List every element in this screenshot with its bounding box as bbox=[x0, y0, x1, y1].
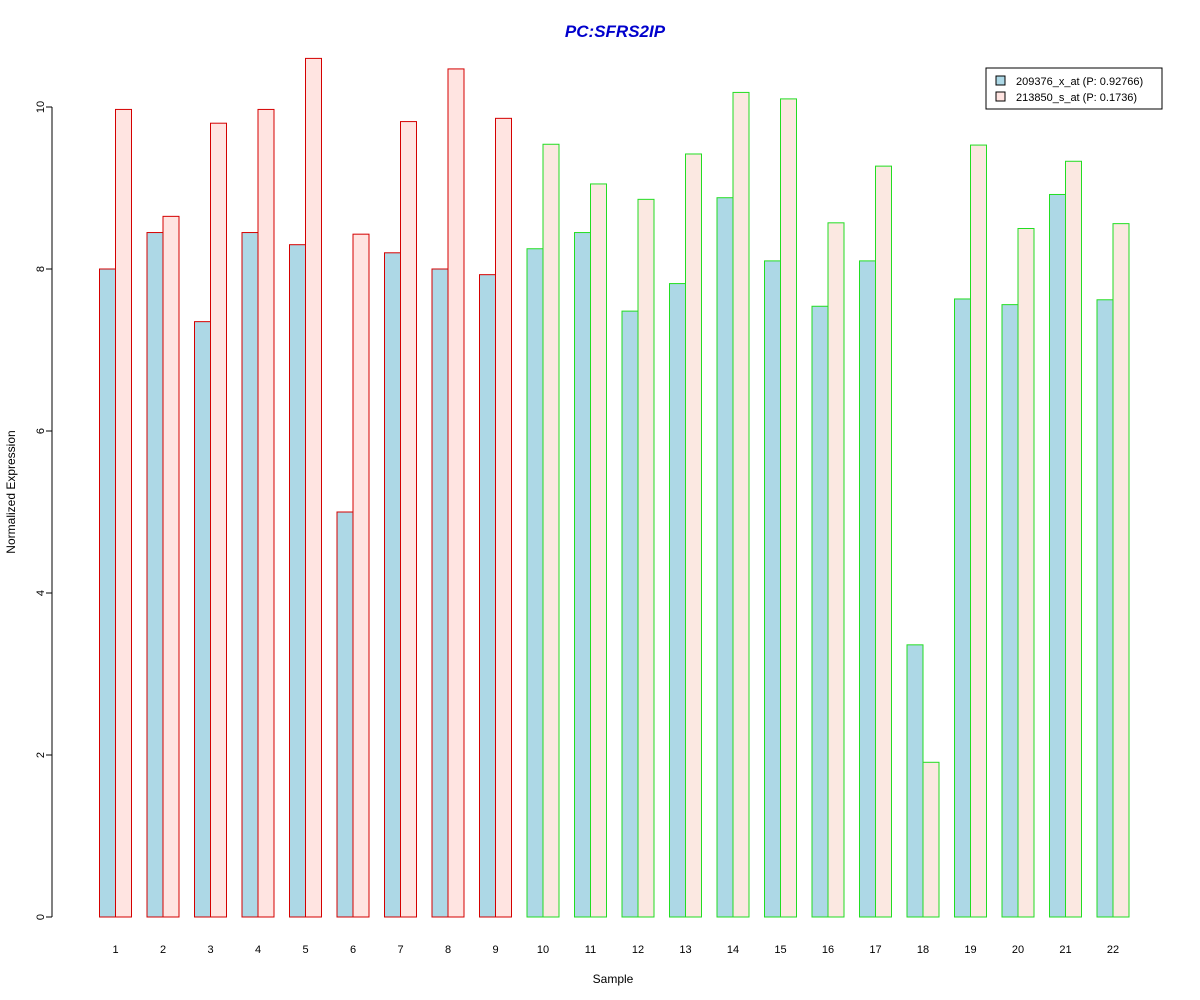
bar-series-2-sample-14 bbox=[732, 91, 750, 918]
legend-swatch-series-2 bbox=[995, 91, 1006, 102]
y-axis-title: Normalized Expression bbox=[4, 430, 18, 553]
x-tick-label-6: 6 bbox=[350, 944, 356, 956]
x-tick-label-13: 13 bbox=[679, 944, 691, 956]
x-tick-label-8: 8 bbox=[445, 944, 451, 956]
bar-series-2-sample-9 bbox=[495, 117, 512, 918]
y-axis: 0 2 4 6 8 10 bbox=[35, 101, 53, 920]
x-tick-label-3: 3 bbox=[207, 944, 213, 956]
bar-series-1-sample-4 bbox=[241, 232, 259, 918]
x-tick-label-20: 20 bbox=[1012, 944, 1024, 956]
bar-series-1-sample-20 bbox=[1001, 304, 1019, 918]
bar-series-1-sample-12 bbox=[621, 310, 639, 918]
y-tick-label-10: 10 bbox=[35, 101, 47, 113]
y-tick-label-0: 0 bbox=[35, 914, 47, 920]
bar-series-2-sample-19 bbox=[970, 144, 987, 918]
bar-series-2-sample-5 bbox=[305, 57, 322, 918]
bar-series-1-sample-10 bbox=[526, 248, 544, 918]
bar-series-1-sample-18 bbox=[906, 644, 924, 918]
bar-series-2-sample-1 bbox=[115, 108, 132, 918]
x-tick-label-5: 5 bbox=[302, 944, 308, 956]
bar-series-1-sample-19 bbox=[954, 298, 971, 918]
x-axis-ticks: 1 2 3 4 5 6 7 8 9 10 11 12 13 14 15 16 17 18 19 20 21 22 bbox=[112, 944, 1119, 956]
x-tick-label-22: 22 bbox=[1107, 944, 1119, 956]
bar-series-2-sample-16 bbox=[827, 222, 845, 918]
bar-series-1-sample-1 bbox=[99, 268, 116, 918]
bar-series-1-sample-8 bbox=[431, 268, 449, 918]
y-tick-label-2: 2 bbox=[35, 752, 47, 758]
legend-label-series-2: 213850_s_at (P: 0.1736) bbox=[1016, 92, 1137, 104]
bar-series-1-sample-5 bbox=[289, 244, 306, 918]
bar-series-2-sample-2 bbox=[162, 215, 180, 918]
bar-series-1-sample-11 bbox=[574, 232, 591, 918]
bar-series-1-sample-2 bbox=[146, 232, 164, 918]
x-tick-label-17: 17 bbox=[869, 944, 881, 956]
bar-series-2-sample-20 bbox=[1017, 228, 1035, 918]
bar-series-2-sample-18 bbox=[922, 761, 940, 918]
x-tick-label-11: 11 bbox=[585, 944, 596, 956]
legend-box bbox=[985, 67, 1163, 110]
bar-series-1-sample-14 bbox=[716, 197, 734, 918]
y-tick-label-8: 8 bbox=[35, 266, 47, 272]
x-tick-label-1: 1 bbox=[112, 944, 118, 956]
x-tick-label-18: 18 bbox=[917, 944, 929, 956]
bar-series-2-sample-17 bbox=[875, 165, 892, 918]
legend-swatch-series-1 bbox=[995, 75, 1006, 86]
bar-series-2-sample-12 bbox=[637, 198, 655, 918]
bar-series-1-sample-15 bbox=[764, 260, 781, 918]
bar-series-1-sample-16 bbox=[811, 305, 829, 918]
bar-series-2-sample-10 bbox=[542, 143, 560, 918]
legend: 209376_x_at (P: 0.92766) 213850_s_at (P:… bbox=[985, 67, 1163, 110]
bar-series-1-sample-17 bbox=[859, 260, 876, 918]
x-tick-label-14: 14 bbox=[727, 944, 739, 956]
bar-series-2-sample-3 bbox=[210, 122, 227, 918]
x-tick-label-9: 9 bbox=[492, 944, 498, 956]
bar-series-2-sample-11 bbox=[590, 183, 607, 918]
x-tick-label-16: 16 bbox=[822, 944, 834, 956]
x-tick-label-10: 10 bbox=[537, 944, 549, 956]
bar-series-1-sample-9 bbox=[479, 274, 496, 918]
x-tick-label-12: 12 bbox=[632, 944, 644, 956]
x-axis-title: Sample bbox=[593, 972, 634, 986]
bar-series-2-sample-7 bbox=[400, 121, 417, 918]
x-tick-label-21: 21 bbox=[1059, 944, 1071, 956]
bar-series-2-sample-21 bbox=[1065, 160, 1082, 918]
bar-series-2-sample-15 bbox=[780, 98, 797, 918]
bar-series-2-sample-8 bbox=[447, 68, 465, 918]
bar-series-2-sample-13 bbox=[685, 153, 702, 918]
bar-series-2-sample-22 bbox=[1112, 223, 1130, 918]
x-tick-label-4: 4 bbox=[255, 944, 261, 956]
bar-series-1-sample-13 bbox=[669, 283, 686, 918]
chart-title: PC:SFRS2IP bbox=[565, 22, 666, 41]
x-tick-label-2: 2 bbox=[160, 944, 166, 956]
y-tick-label-6: 6 bbox=[35, 428, 47, 434]
bar-series-1-sample-22 bbox=[1096, 299, 1114, 918]
y-tick-label-4: 4 bbox=[35, 590, 47, 596]
bar-series-1-sample-21 bbox=[1049, 193, 1066, 918]
bar-series-1-sample-7 bbox=[384, 252, 401, 918]
bar-series-1-sample-3 bbox=[194, 321, 211, 918]
legend-label-series-1: 209376_x_at (P: 0.92766) bbox=[1016, 76, 1143, 88]
bar-series-2-sample-4 bbox=[257, 108, 275, 918]
x-tick-label-7: 7 bbox=[397, 944, 403, 956]
x-tick-label-15: 15 bbox=[774, 944, 786, 956]
x-tick-label-19: 19 bbox=[964, 944, 976, 956]
bars-layer bbox=[99, 57, 1130, 918]
bar-series-2-sample-6 bbox=[352, 233, 370, 918]
bar-series-1-sample-6 bbox=[336, 511, 354, 918]
